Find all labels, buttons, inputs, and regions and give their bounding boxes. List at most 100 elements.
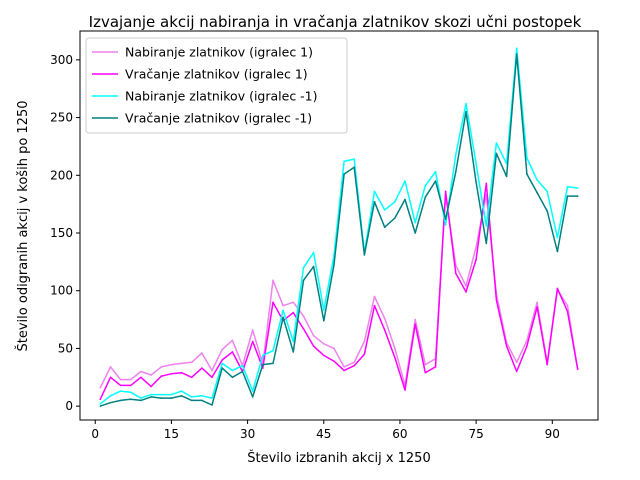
data-point-1-32: [425, 372, 427, 374]
data-point-1-46: [567, 311, 569, 313]
data-point-0-20: [303, 315, 305, 317]
data-point-1-2: [120, 385, 122, 387]
data-point-0-3: [130, 379, 132, 381]
data-point-2-17: [272, 350, 274, 352]
x-tick-label-6: 90: [545, 427, 560, 441]
data-point-3-46: [567, 195, 569, 197]
data-point-3-6: [161, 397, 163, 399]
data-point-3-11: [211, 404, 213, 406]
legend-label-1: Vračanje zlatnikov (igralec 1): [125, 67, 308, 82]
data-point-1-35: [455, 273, 457, 275]
data-point-2-22: [323, 310, 325, 312]
data-point-0-43: [536, 302, 538, 304]
legend: Nabiranje zlatnikov (igralec 1) Vračanje …: [86, 38, 347, 133]
data-point-0-42: [526, 340, 528, 342]
data-point-0-4: [140, 371, 142, 373]
data-point-1-44: [546, 364, 548, 366]
data-point-1-19: [293, 312, 295, 314]
y-tick-label-5: 250: [50, 111, 73, 125]
data-point-1-41: [516, 371, 518, 373]
data-point-0-28: [384, 318, 386, 320]
data-point-3-19: [293, 351, 295, 353]
data-point-0-22: [323, 343, 325, 345]
data-point-0-8: [181, 363, 183, 365]
data-point-2-21: [313, 252, 315, 254]
data-point-2-39: [496, 142, 498, 144]
data-point-3-36: [465, 111, 467, 113]
data-point-0-37: [475, 246, 477, 248]
data-point-1-13: [232, 351, 234, 353]
data-point-2-10: [201, 395, 203, 397]
legend-label-0: Nabiranje zlatnikov (igralec 1): [125, 45, 313, 60]
data-point-3-23: [333, 265, 335, 267]
data-point-2-0: [100, 403, 102, 405]
x-tick-label-0: 0: [91, 427, 99, 441]
data-point-2-37: [475, 163, 477, 165]
data-point-0-23: [333, 348, 335, 350]
data-point-3-9: [191, 400, 193, 402]
data-point-2-28: [384, 209, 386, 211]
data-point-2-9: [191, 396, 193, 398]
data-point-3-1: [110, 402, 112, 404]
data-point-3-42: [526, 173, 528, 175]
data-point-2-14: [242, 365, 244, 367]
data-point-0-2: [120, 379, 122, 381]
data-point-3-13: [232, 377, 234, 379]
x-tick-label-1: 15: [164, 427, 179, 441]
data-point-2-4: [140, 397, 142, 399]
data-point-3-21: [313, 266, 315, 268]
data-point-3-14: [242, 371, 244, 373]
data-point-2-24: [343, 161, 345, 163]
data-point-0-0: [100, 387, 102, 389]
data-point-3-4: [140, 400, 142, 402]
data-point-2-27: [374, 191, 376, 193]
data-point-1-12: [221, 359, 223, 361]
data-point-1-15: [252, 341, 254, 343]
data-point-1-3: [130, 385, 132, 387]
data-point-2-20: [303, 267, 305, 269]
data-point-1-20: [303, 328, 305, 330]
data-point-3-35: [455, 171, 457, 173]
data-point-3-5: [150, 396, 152, 398]
data-point-1-7: [171, 373, 173, 375]
data-point-1-9: [191, 377, 193, 379]
data-point-1-30: [404, 389, 406, 391]
data-point-0-46: [567, 305, 569, 307]
data-point-3-37: [475, 181, 477, 183]
data-point-0-41: [516, 362, 518, 364]
data-point-1-43: [536, 306, 538, 308]
data-point-1-21: [313, 345, 315, 347]
x-tick-label-2: 30: [240, 427, 255, 441]
data-point-1-29: [394, 357, 396, 359]
data-point-3-40: [506, 176, 508, 178]
data-point-2-7: [171, 394, 173, 396]
data-point-1-38: [486, 183, 488, 185]
data-point-2-3: [130, 392, 132, 394]
data-point-3-30: [404, 199, 406, 201]
data-point-2-31: [414, 222, 416, 224]
data-point-2-42: [526, 157, 528, 159]
data-point-3-16: [262, 364, 264, 366]
data-point-1-27: [374, 305, 376, 307]
data-point-0-24: [343, 366, 345, 368]
data-point-2-15: [252, 390, 254, 392]
data-point-2-16: [262, 355, 264, 357]
data-point-1-5: [150, 386, 152, 388]
data-point-3-3: [130, 398, 132, 400]
data-point-0-32: [425, 364, 427, 366]
data-point-3-41: [516, 53, 518, 55]
data-point-3-44: [546, 210, 548, 212]
data-point-0-31: [414, 319, 416, 321]
data-point-3-18: [282, 317, 284, 319]
y-tick-label-0: 0: [65, 399, 73, 413]
data-point-3-47: [577, 195, 579, 197]
data-point-3-22: [323, 320, 325, 322]
data-point-3-29: [394, 217, 396, 219]
data-point-1-6: [161, 375, 163, 377]
data-point-0-19: [293, 302, 295, 304]
data-point-1-45: [557, 288, 559, 290]
data-point-1-28: [384, 329, 386, 331]
data-point-3-15: [252, 396, 254, 398]
data-point-3-31: [414, 232, 416, 234]
